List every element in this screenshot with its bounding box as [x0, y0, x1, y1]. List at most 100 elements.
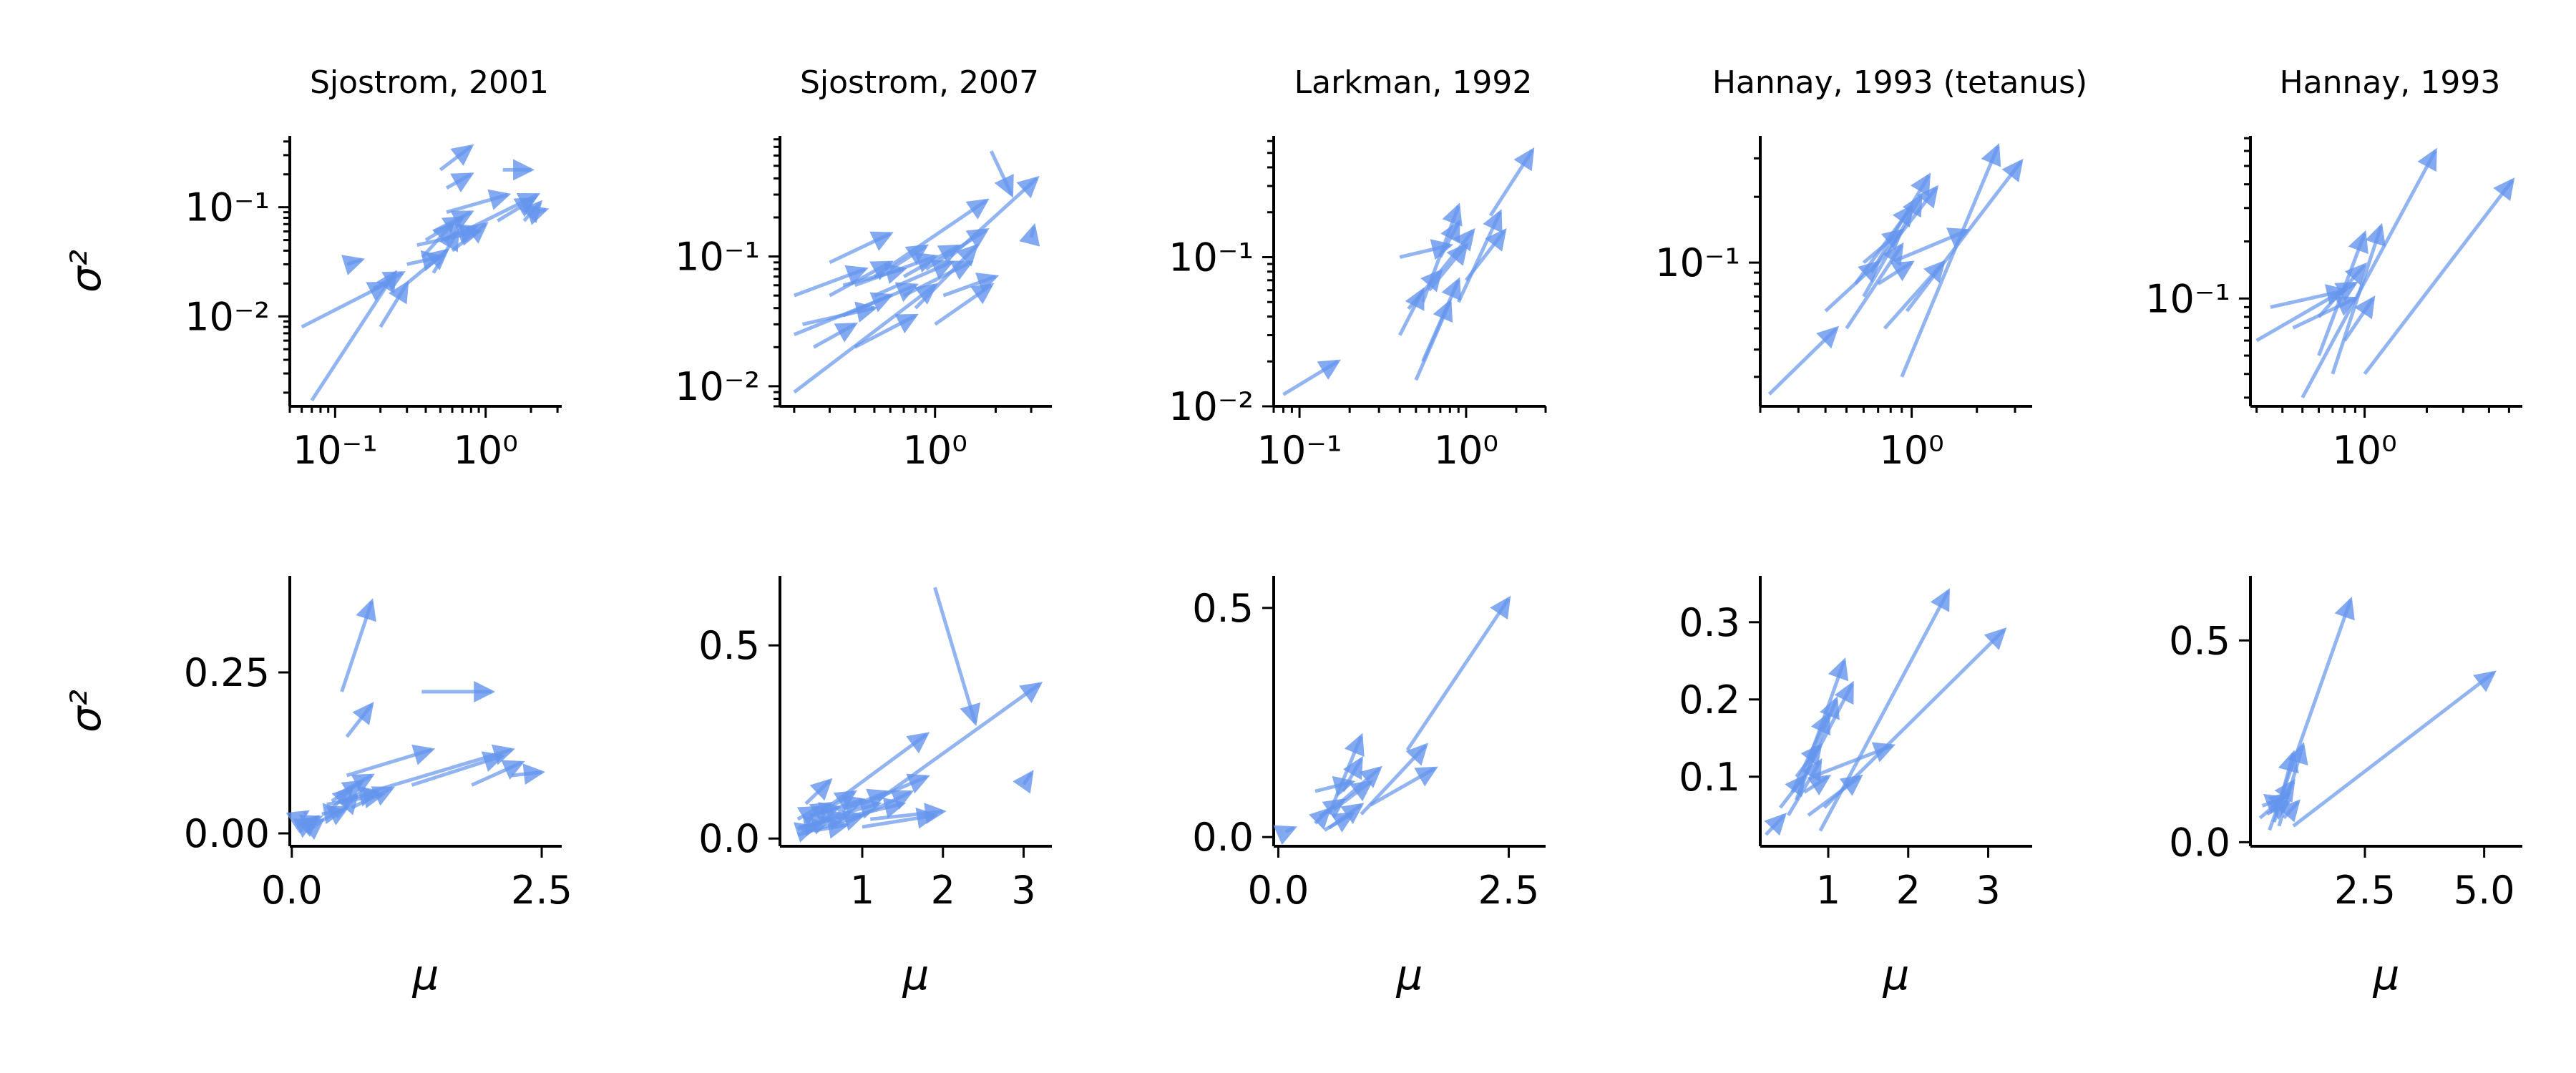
- y-axis-label: σ²: [62, 690, 110, 733]
- x-tick-label: 0.0: [1247, 868, 1309, 913]
- data-arrow: [2273, 778, 2296, 811]
- data-arrow: [854, 313, 919, 349]
- data-arrow: [432, 210, 474, 233]
- data-arrow: [1795, 743, 1823, 778]
- data-arrow: [942, 273, 1000, 298]
- data-arrow: [934, 283, 995, 326]
- data-arrow: [1438, 220, 1460, 258]
- x-tick-label: 3: [1976, 868, 2000, 913]
- data-arrow: [1341, 755, 1363, 793]
- data-arrow: [989, 150, 1014, 198]
- y-tick-label: 0.2: [1679, 677, 1740, 722]
- y-tick-label: 10⁻²: [185, 294, 270, 339]
- data-arrow: [371, 744, 515, 793]
- data-arrow: [902, 244, 962, 278]
- panel-linear-3: 1 2 3 0.1 0.2 0.3 μ: [1679, 576, 2032, 999]
- data-arrow: [1421, 277, 1461, 363]
- y-tick-label: 10⁻¹: [2145, 276, 2230, 321]
- data-arrow: [1407, 268, 1443, 310]
- data-arrow: [2363, 177, 2515, 376]
- y-tick-label: 0.1: [1679, 755, 1740, 800]
- data-arrow: [439, 144, 474, 172]
- panel-title: Sjostrom, 2007: [800, 64, 1039, 101]
- x-tick-label: 1: [850, 868, 874, 913]
- panel-log-0: Sjostrom, 2001 10⁻¹ 10⁰ 10⁻² 10⁻¹ σ²: [62, 64, 562, 473]
- data-arrow: [345, 702, 374, 738]
- x-tick-label: 5.0: [2454, 868, 2515, 913]
- data-arrow: [406, 248, 449, 285]
- data-arrow: [813, 817, 850, 839]
- data-arrow: [1273, 825, 1297, 846]
- x-tick-label: 0.0: [261, 868, 323, 913]
- x-axis-label: μ: [412, 951, 439, 999]
- data-arrow: [873, 260, 955, 298]
- data-arrow: [1438, 227, 1475, 273]
- data-arrow: [1341, 765, 1382, 802]
- y-axis-label: σ²: [62, 250, 110, 293]
- y-tick-label: 10⁻²: [675, 364, 760, 409]
- data-arrow: [870, 803, 947, 824]
- data-arrow: [2317, 230, 2368, 356]
- x-axis-label: μ: [1396, 951, 1423, 999]
- panel-linear-4: 2.5 5.0 0.0 0.5 μ: [2169, 576, 2522, 999]
- x-tick-label: 10⁰: [1434, 428, 1498, 473]
- data-arrow: [1767, 325, 1840, 396]
- panel-linear-2: 0.0 2.5 0.0 0.5 μ: [1192, 576, 1546, 999]
- panel-title: Sjostrom, 2001: [310, 64, 549, 101]
- data-arrow: [793, 822, 818, 843]
- data-arrow: [1824, 260, 1881, 313]
- data-arrow: [445, 172, 474, 193]
- data-arrow: [1845, 242, 1904, 330]
- data-arrow: [321, 803, 346, 825]
- data-arrow: [326, 787, 386, 809]
- panel-title: Larkman, 1992: [1294, 64, 1533, 101]
- data-arrow: [2301, 147, 2437, 399]
- data-arrow: [793, 283, 938, 394]
- data-arrow: [511, 763, 546, 785]
- panel-log-4: Hannay, 1993 10⁰ 10⁻¹: [2145, 64, 2522, 473]
- data-arrow: [301, 282, 390, 329]
- data-arrow: [1464, 227, 1507, 282]
- data-arrow: [837, 797, 907, 821]
- data-arrow: [411, 751, 505, 787]
- x-axis-label: μ: [1883, 951, 1910, 999]
- data-arrow: [809, 802, 842, 823]
- y-tick-label: 0.0: [1192, 815, 1254, 860]
- data-arrow: [1900, 143, 2001, 378]
- data-arrow: [804, 778, 833, 805]
- data-arrow: [525, 205, 550, 225]
- data-arrow: [416, 225, 482, 248]
- x-axis-label: μ: [2373, 951, 2400, 999]
- data-arrow: [950, 176, 1040, 258]
- x-tick-label: 10⁰: [1879, 428, 1943, 473]
- data-arrow: [796, 805, 821, 826]
- data-arrow: [1764, 813, 1787, 836]
- x-tick-label: 10⁰: [903, 428, 967, 473]
- data-arrow: [1370, 766, 1438, 807]
- data-arrow: [877, 682, 1043, 802]
- data-arrow: [902, 260, 974, 298]
- y-tick-label: 10⁻¹: [185, 185, 270, 230]
- data-arrow: [1890, 227, 1971, 265]
- y-tick-label: 10⁻¹: [1169, 235, 1254, 280]
- y-tick-label: 10⁻¹: [1655, 240, 1740, 285]
- data-arrow: [2270, 284, 2348, 309]
- panel-title: Hannay, 1993: [2280, 64, 2501, 101]
- data-arrow: [372, 271, 406, 291]
- data-arrow: [829, 231, 894, 265]
- x-tick-label: 3: [1011, 868, 1035, 913]
- y-tick-label: 0.0: [2169, 820, 2230, 865]
- data-arrow: [1327, 803, 1365, 830]
- data-arrow: [286, 810, 310, 831]
- data-arrow: [406, 250, 444, 272]
- panel-linear-1: 1 2 3 0.0 0.5 μ: [698, 576, 1052, 999]
- y-tick-label: 10⁻¹: [675, 235, 760, 280]
- data-arrow: [845, 790, 914, 825]
- panels-group: Sjostrom, 2001 10⁻¹ 10⁰ 10⁻² 10⁻¹ σ² Sjostrom,…: [62, 64, 2522, 999]
- panel-title: Hannay, 1993 (tetanus): [1712, 64, 2087, 101]
- data-arrow: [1428, 242, 1469, 292]
- x-tick-label: 2.5: [511, 868, 572, 913]
- data-arrow: [2343, 295, 2376, 342]
- data-arrow: [470, 192, 541, 230]
